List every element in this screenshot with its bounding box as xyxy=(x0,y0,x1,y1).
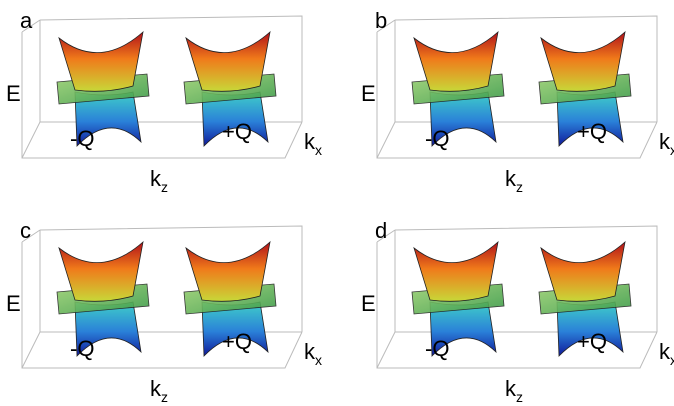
upper-band xyxy=(413,240,499,302)
energy-axis-label: E xyxy=(6,81,21,106)
kx-symbol: k xyxy=(659,129,671,154)
kz-subscript: z xyxy=(161,179,168,195)
kz-axis-label: kz xyxy=(505,166,523,195)
upper-band xyxy=(540,30,626,92)
node-label: -Q xyxy=(425,336,449,361)
box-frame xyxy=(376,15,658,159)
kz-subscript: z xyxy=(516,389,523,405)
kz-axis-label: kz xyxy=(150,166,168,195)
kz-axis-label: kz xyxy=(505,376,523,405)
kx-symbol: k xyxy=(304,339,316,364)
upper-band xyxy=(58,240,144,302)
kx-subscript: x xyxy=(670,142,674,158)
kz-symbol: k xyxy=(150,166,162,191)
kx-symbol: k xyxy=(304,129,316,154)
panel-label: c xyxy=(20,218,31,243)
node-label: -Q xyxy=(70,126,94,151)
kx-axis-label: kx xyxy=(304,339,322,368)
node-label: +Q xyxy=(222,119,252,144)
panel-label: b xyxy=(375,8,387,33)
energy-axis-label: E xyxy=(361,81,376,106)
kx-axis-label: kx xyxy=(659,339,674,368)
kx-subscript: x xyxy=(670,352,674,368)
energy-axis-label: E xyxy=(361,291,376,316)
node-label: -Q xyxy=(70,336,94,361)
kx-axis-label: kx xyxy=(304,129,322,158)
node-label: +Q xyxy=(577,329,607,354)
node-label: +Q xyxy=(222,329,252,354)
box-frame xyxy=(21,15,303,159)
kz-symbol: k xyxy=(505,376,517,401)
panel-label: d xyxy=(375,218,387,243)
upper-band xyxy=(185,30,271,92)
panel-label: a xyxy=(20,8,33,33)
kx-subscript: x xyxy=(315,142,322,158)
upper-band xyxy=(540,240,626,302)
node-label: -Q xyxy=(425,126,449,151)
kx-symbol: k xyxy=(659,339,671,364)
box-frame xyxy=(21,225,303,369)
node-label: +Q xyxy=(577,119,607,144)
kz-subscript: z xyxy=(516,179,523,195)
upper-band xyxy=(413,30,499,92)
kx-axis-label: kx xyxy=(659,129,674,158)
kx-subscript: x xyxy=(315,352,322,368)
kz-symbol: k xyxy=(505,166,517,191)
upper-band xyxy=(58,30,144,92)
energy-axis-label: E xyxy=(6,291,21,316)
kz-symbol: k xyxy=(150,376,162,401)
box-frame xyxy=(376,225,658,369)
upper-band xyxy=(185,240,271,302)
kz-subscript: z xyxy=(161,389,168,405)
kz-axis-label: kz xyxy=(150,376,168,405)
